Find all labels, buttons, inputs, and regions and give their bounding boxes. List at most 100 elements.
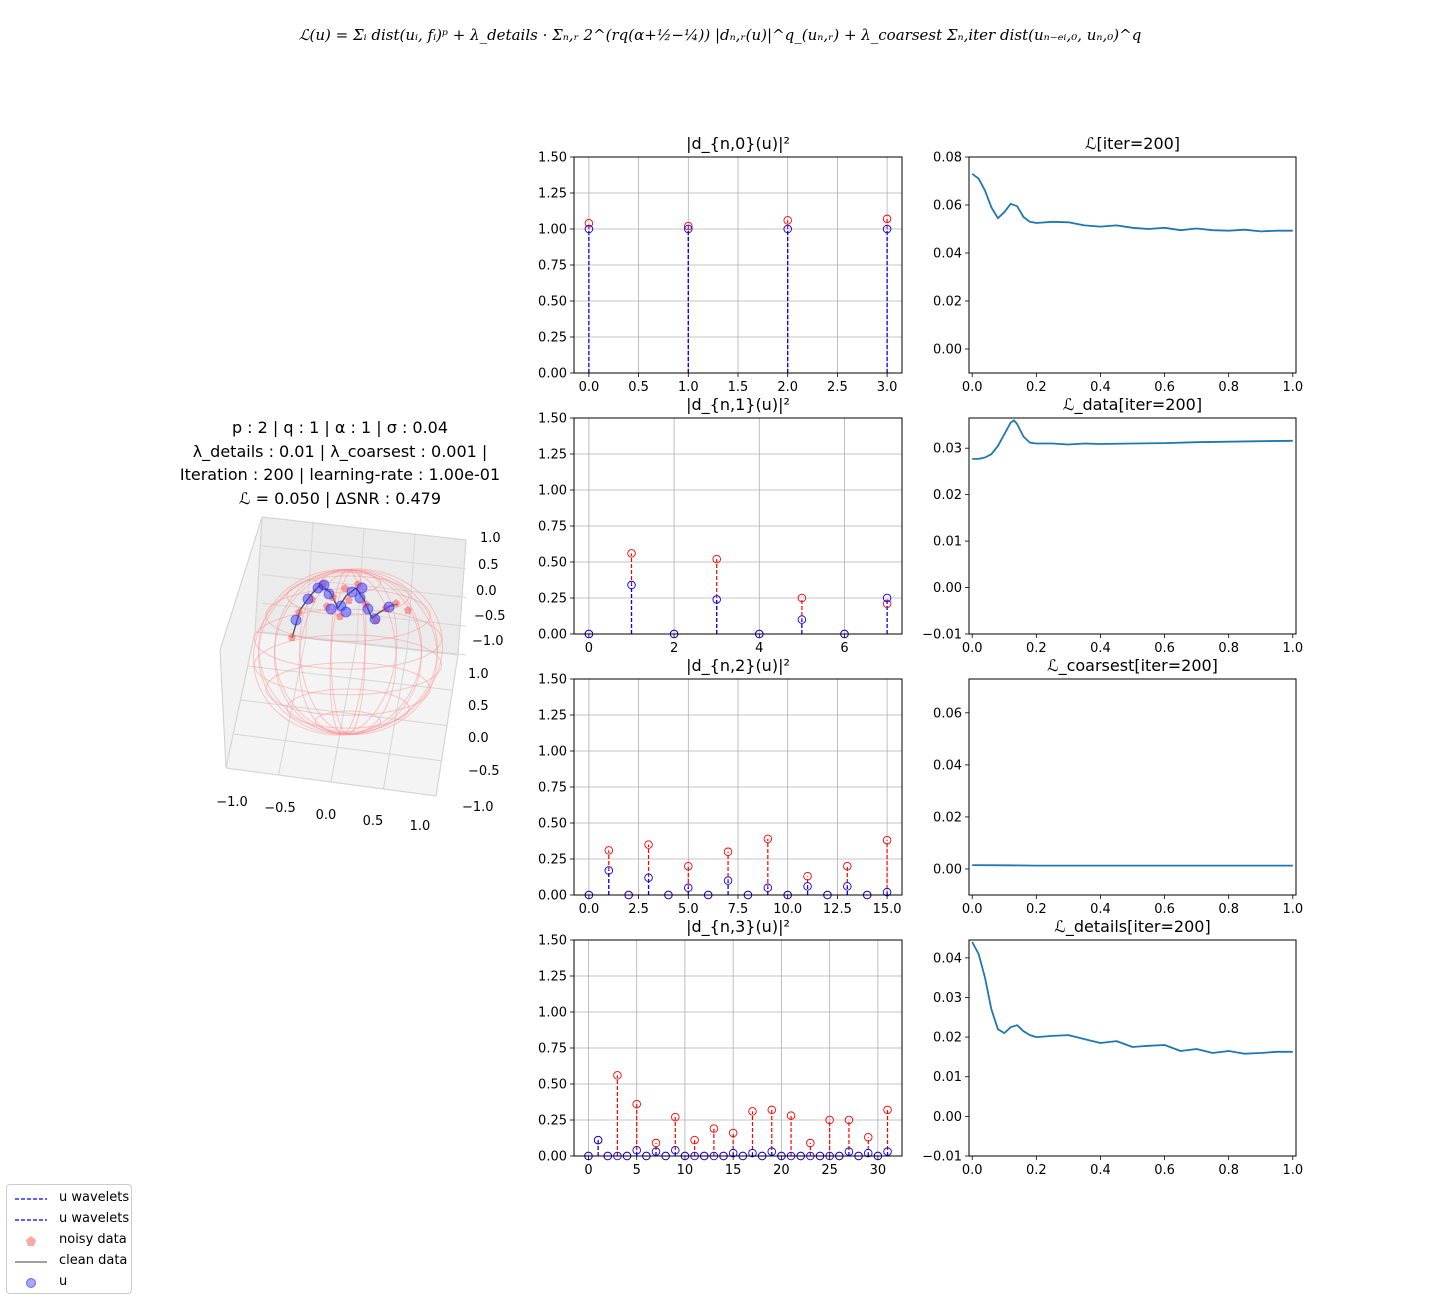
info-line-3: Iteration : 200 | learning-rate : 1.00e-… [179,465,501,484]
u-point [632,1145,641,1155]
x-tick-label: 0.2 [1026,380,1047,395]
u-point [844,1147,854,1156]
info-line-2: λ_details : 0.01 | λ_coarsest : 0.001 | [192,441,488,461]
x-tick-label: 0.8 [1218,902,1239,917]
noisy-point [882,836,892,845]
y-tick-label: 1.25 [538,709,567,724]
x-tick-label: 0.8 [1218,1163,1239,1178]
u-point [593,1135,603,1145]
x-tick-label: 15 [725,1163,742,1178]
y-tick-label: 0.00 [933,862,962,877]
x-tick-label: 0.0 [579,380,600,395]
y-tick-label: 0.50 [538,556,567,571]
u-point [712,595,721,604]
x-tick-label: 0.4 [1090,1163,1111,1178]
x-tick-label: 1.0 [1282,902,1303,917]
u-point [325,603,337,615]
y-tick-label: 0.03 [933,991,962,1006]
u-point [369,613,381,625]
loss-curve [972,419,1293,460]
x-tick-label: 20 [773,1163,790,1178]
y-tick-label: 0.00 [538,628,567,643]
x-tick-label: 2.0 [777,380,798,395]
noisy-data-point [345,596,353,604]
x-tick-label: 1.0 [1282,641,1303,656]
noisy-point [806,1138,815,1148]
x-tick-label: 1.0 [678,380,699,395]
legend-item-u-wavelets-2: u wavelets [15,1210,131,1230]
legend-item-clean-data: clean data [15,1252,131,1272]
chart-panel-1: |d_{n,0}(u)|² 0.0 0.5 1.0 1.5 2.0 2.5 3.0 0.00 0.… [538,134,903,395]
x-tick-label: 0.6 [1154,1163,1175,1178]
x-tick-label: 10 [677,1163,694,1178]
y-tick-label: 0.25 [538,592,567,607]
u-point [797,615,807,624]
y-tick-label: 0.06 [933,199,962,214]
sphere-meridian [298,570,398,734]
x-tick-label: 2.5 [628,902,649,917]
chart-panel-5: |d_{n,2}(u)|² 0.0 2.5 5.0 7.5 10.0 12.5 15.0 0.0… [538,656,903,917]
y-tick-label: 0.04 [933,247,962,262]
sphere-meridian [329,569,367,735]
legend-label: u [59,1274,68,1289]
x-tick-label: 0.8 [1218,641,1239,656]
x-tick-label: 0.6 [1154,641,1175,656]
z-axis-tick-label: 1.0 [480,531,501,546]
z-axis-tick-label: −1.0 [472,634,504,649]
x-tick-label: 3.0 [877,380,898,395]
u-point [863,1148,873,1158]
y-tick-label: 1.00 [538,745,567,760]
x-axis-tick-label: 0.5 [363,814,384,829]
y-tick-label: 0.01 [933,1070,962,1085]
x-tick-label: 0.2 [1026,902,1047,917]
u-point [783,224,792,234]
chart-title: ℒ_data[iter=200] [1063,395,1202,415]
noisy-point [767,1105,777,1115]
chart-panel-3: |d_{n,1}(u)|² 0 2 4 6 0.00 0.25 0.50 0.75 1.00 1.2… [538,395,903,656]
noisy-point [786,1111,796,1120]
u-point [843,882,852,891]
y-tick-label: 0.04 [933,758,962,773]
x-tick-label: 12.5 [823,902,852,917]
pane-grid-line [261,631,467,656]
u-point [723,876,733,885]
chart-title: |d_{n,3}(u)|² [686,917,790,937]
y-tick-label: 0.75 [538,259,567,274]
y-tick-label: 0.50 [538,817,567,832]
x-tick-label: 0 [584,1163,592,1178]
noisy-point [627,549,636,558]
y-tick-label: 0.01 [933,535,962,550]
y-tick-label: 1.50 [538,151,567,166]
legend-label: u wavelets [59,1211,130,1226]
noisy-point [803,872,812,881]
pane-grid-line [383,649,408,790]
x-tick-label: 5 [633,1163,641,1178]
noisy-point [712,554,721,564]
x-tick-label: 0.2 [1026,641,1047,656]
sphere-3d-plot: −1.0 −0.5 0.0 0.5 1.0 1.0 0.5 0.0 −0.5 −1.0 1.0 0.5… [216,516,506,834]
pane-grid-line [435,654,459,797]
u-point [383,601,395,613]
u-point [627,580,636,590]
u-point [354,592,366,604]
noisy-point [644,840,653,849]
u-point [584,224,594,234]
y-tick-label: 0.00 [538,1150,567,1165]
u-point [644,873,653,882]
u-point [767,1147,777,1156]
plot-frame [968,939,1297,1157]
panel-grid: |d_{n,0}(u)|²0.0 0.5 1.0 1.5 2.0 2.5 3.00.000.… [538,134,1303,1178]
loss-curve [971,173,1293,233]
u-point [684,224,693,234]
loss-curve [971,941,1293,1055]
x-tick-label: 6 [840,641,848,656]
x-axis-tick-label: −0.5 [264,801,296,816]
chart-title: |d_{n,1}(u)|² [686,395,790,415]
y-tick-label: 0.00 [538,889,567,904]
x-tick-label: 0.0 [962,380,983,395]
noisy-data-point [404,606,412,614]
noisy-data-point [288,633,296,641]
x-tick-label: 10.0 [773,902,802,917]
y-tick-label: 0.02 [933,1031,962,1046]
